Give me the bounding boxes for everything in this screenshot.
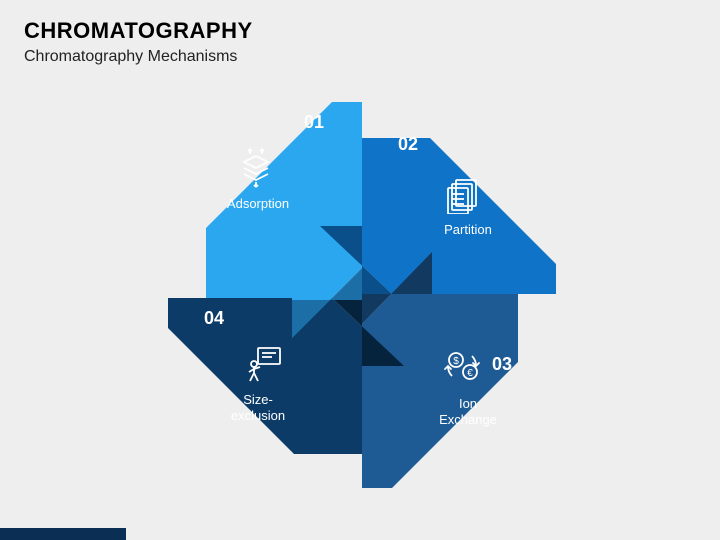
segment-number-s1: 01 [304, 112, 324, 133]
segment-shadow-s2 [320, 226, 392, 294]
diagram-stage [0, 0, 720, 540]
presentation-icon [244, 344, 284, 389]
segment-label-s2: Partition [428, 222, 508, 238]
svg-text:€: € [467, 368, 473, 379]
page-title: CHROMATOGRAPHY [24, 18, 696, 44]
footer-accent-bar [0, 528, 126, 540]
segment-label-s3: IonExchange [426, 396, 510, 427]
layers-arrows-icon [236, 148, 276, 193]
segment-s2 [320, 138, 556, 294]
segment-number-s3: 03 [492, 354, 512, 375]
segment-label-s1: Adsorption [218, 196, 298, 212]
currency-swap-icon: $€ [442, 346, 482, 391]
page-subtitle: Chromatography Mechanisms [24, 48, 696, 66]
documents-icon [442, 174, 482, 219]
header: CHROMATOGRAPHY Chromatography Mechanisms [0, 0, 720, 72]
segment-shadow-s3 [362, 252, 432, 324]
segment-shadow-s1 [292, 268, 362, 338]
segment-number-s4: 04 [204, 308, 224, 329]
segment-label-s4: Size-exclusion [216, 392, 300, 423]
segment-shadow-s4 [332, 298, 404, 366]
segment-s1 [206, 102, 362, 338]
segment-number-s2: 02 [398, 134, 418, 155]
svg-text:$: $ [453, 356, 459, 367]
